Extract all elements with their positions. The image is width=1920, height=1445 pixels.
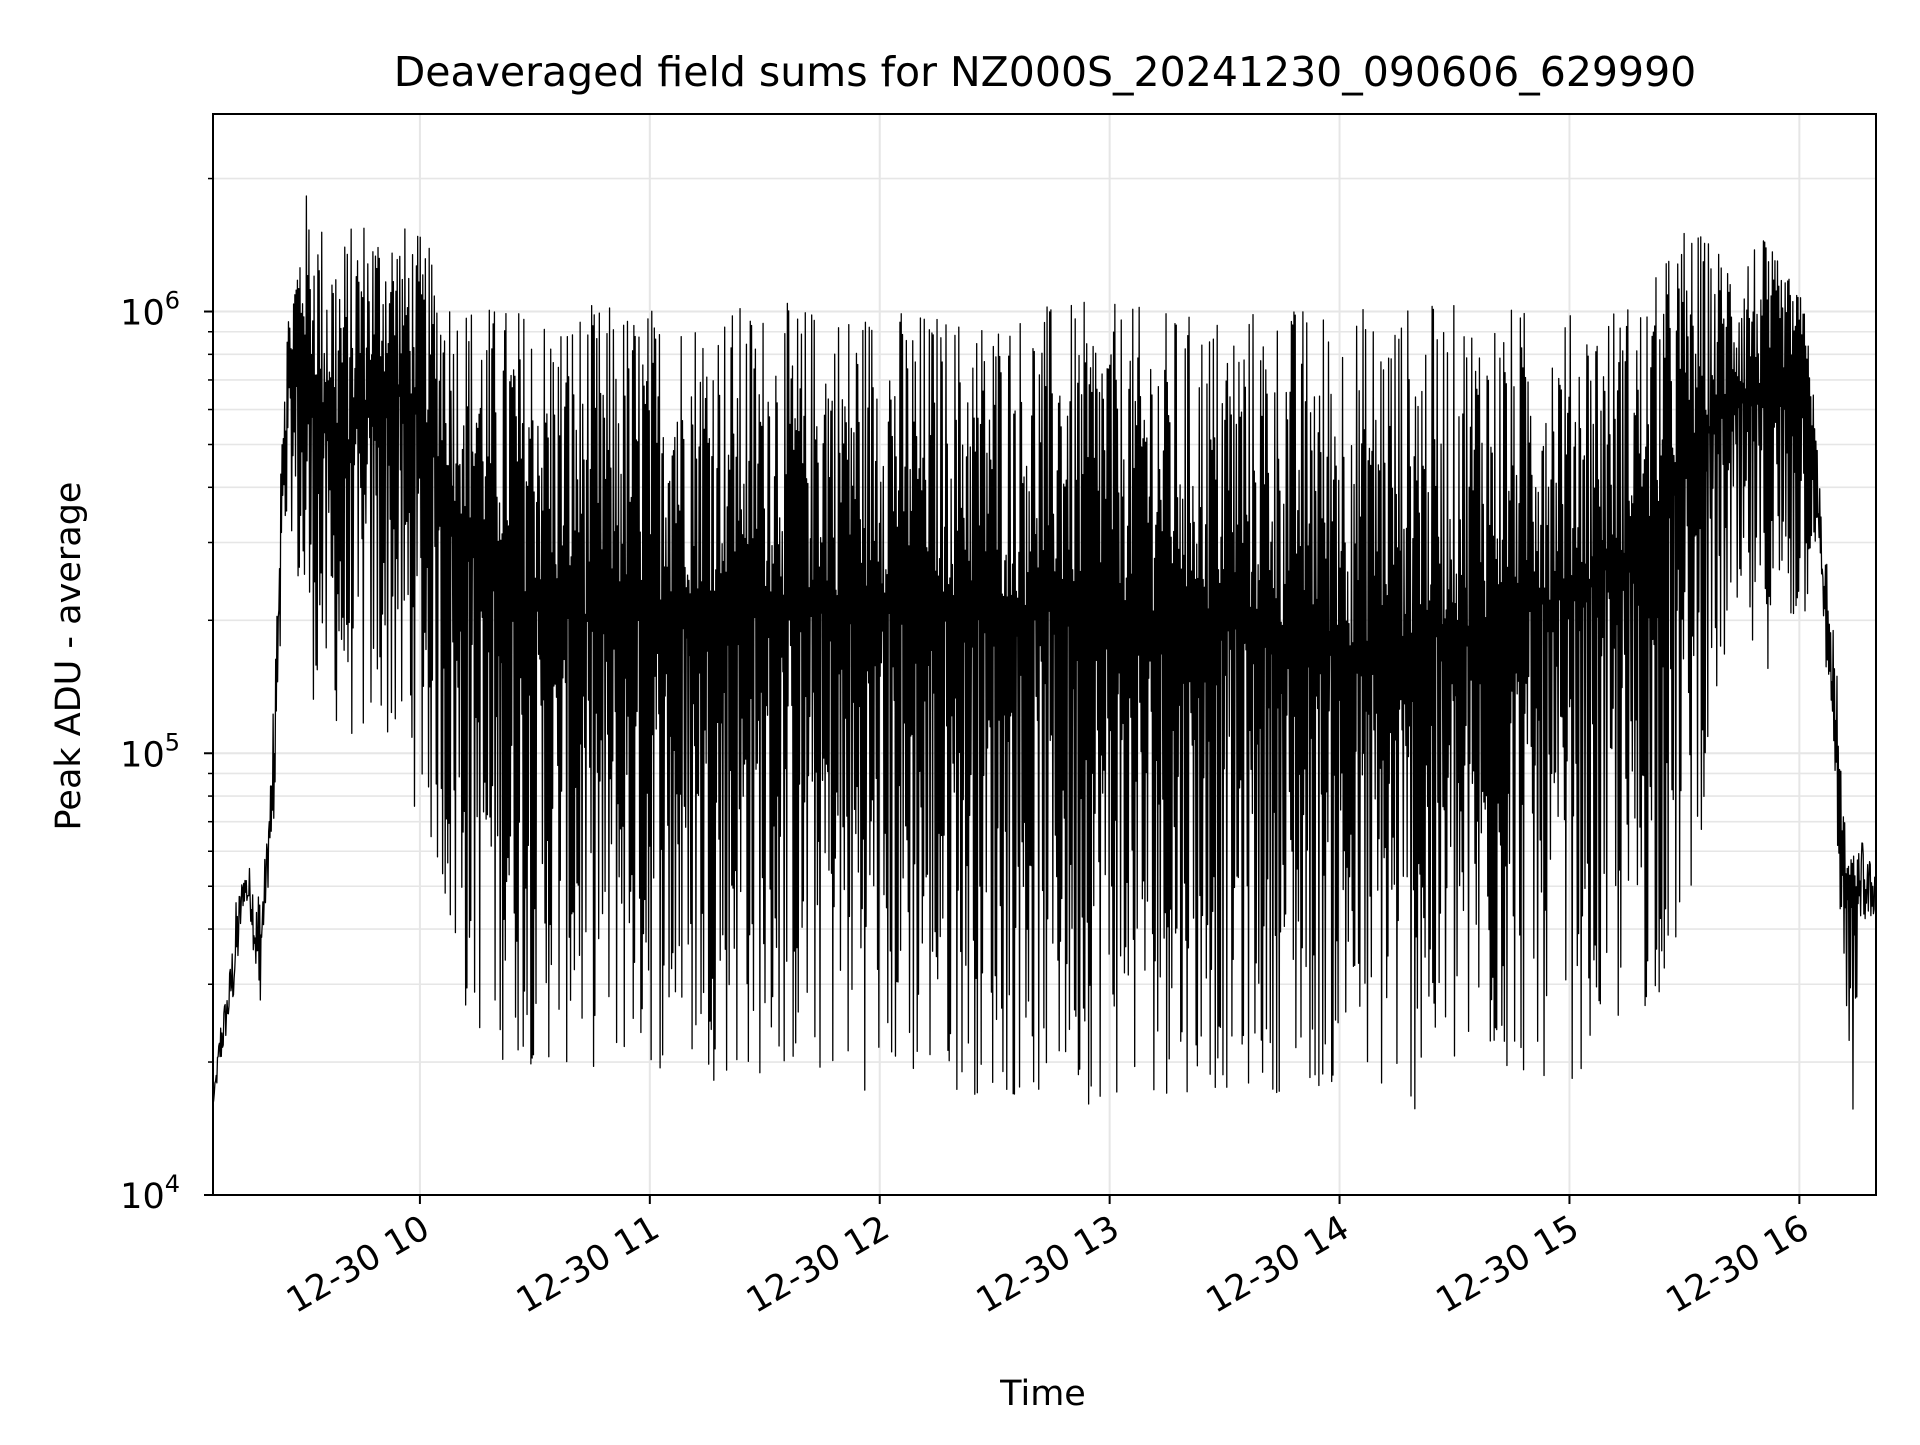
x-axis-label: Time [999,1374,1086,1414]
y-tick-base: 10 [120,735,165,775]
y-tick-label: 104 [120,1170,180,1217]
plot-area [212,113,1877,1196]
y-axis-label: Peak ADU - average [49,482,89,831]
y-tick-exponent: 6 [165,287,180,315]
y-tick-exponent: 5 [165,728,180,756]
chart-title: Deaveraged field sums for NZ000S_2024123… [394,48,1697,96]
y-tick-exponent: 4 [165,1170,180,1198]
y-tick-base: 10 [120,294,165,334]
y-tick-label: 105 [120,728,180,775]
series-line [212,195,1877,1110]
axes-frame [212,113,1877,1196]
y-tick-base: 10 [120,1177,165,1217]
y-tick-label: 106 [120,287,180,334]
data-series [212,195,1877,1110]
